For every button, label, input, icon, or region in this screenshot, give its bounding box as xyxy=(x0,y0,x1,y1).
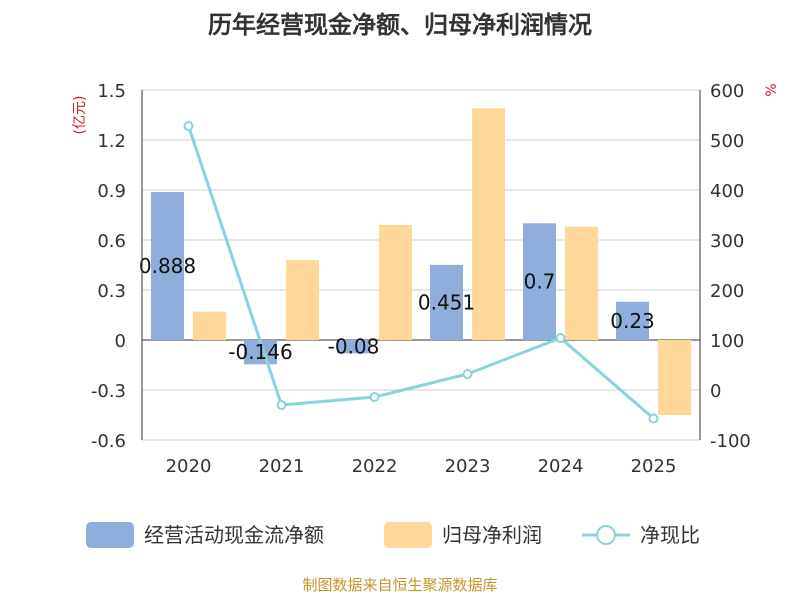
bar-value-label: 0.888 xyxy=(139,254,196,278)
left-tick-label: 0.6 xyxy=(97,231,126,252)
x-axis-ticks: 2020 2021 2022 2023 2024 2025 xyxy=(166,456,677,477)
left-tick-label: 0.3 xyxy=(97,281,126,302)
bar-profit[interactable] xyxy=(379,225,412,340)
left-tick-label: 1.5 xyxy=(97,81,126,102)
right-tick-label: 200 xyxy=(710,281,744,302)
bar-cashflow[interactable] xyxy=(151,192,184,340)
bar-value-label: 0.23 xyxy=(610,309,655,333)
right-tick-label: 500 xyxy=(710,131,744,152)
bar-profit[interactable] xyxy=(286,260,319,340)
left-axis-ticks: 1.5 1.2 0.9 0.6 0.3 0 -0.3 -0.6 xyxy=(91,81,126,452)
source-note: 制图数据来自恒生聚源数据库 xyxy=(302,576,497,594)
x-tick-label: 2024 xyxy=(538,456,584,477)
legend-item-profit[interactable]: 归母净利润 xyxy=(384,522,542,548)
x-tick-label: 2020 xyxy=(166,456,212,477)
left-tick-label: 0 xyxy=(115,331,126,352)
bar-value-label: 0.7 xyxy=(524,270,556,294)
bar-cashflow[interactable] xyxy=(430,264,463,340)
ratio-point[interactable] xyxy=(555,333,566,343)
right-tick-label: 100 xyxy=(710,331,744,352)
legend-label-profit: 归母净利润 xyxy=(442,523,542,547)
bar-value-label: -0.146 xyxy=(228,340,292,364)
right-axis-ticks: 600 500 400 300 200 100 0 -100 xyxy=(710,81,751,452)
bar-profit[interactable] xyxy=(472,108,505,340)
legend-marker-ratio xyxy=(596,525,616,545)
x-tick-label: 2023 xyxy=(445,456,491,477)
bar-cashflow[interactable] xyxy=(337,340,370,354)
bars-group xyxy=(151,108,691,415)
right-axis-unit: % xyxy=(764,83,780,96)
left-axis-unit: (亿元) xyxy=(72,96,88,135)
bar-value-label: 0.451 xyxy=(418,290,475,314)
x-tick-label: 2022 xyxy=(352,456,398,477)
x-tick-label: 2021 xyxy=(259,456,305,477)
legend-label-ratio: 净现比 xyxy=(640,523,700,547)
chart-title: 历年经营现金净额、归母净利润情况 xyxy=(208,11,592,39)
bar-profit[interactable] xyxy=(565,226,598,340)
grid-lines xyxy=(142,89,700,441)
legend: 经营活动现金流净额 归母净利润 净现比 xyxy=(86,522,700,548)
bar-data-labels: 0.888 -0.146 -0.08 0.451 0.7 0.23 xyxy=(139,254,655,364)
legend-swatch-profit xyxy=(384,522,432,548)
legend-label-cashflow: 经营活动现金流净额 xyxy=(144,523,324,547)
bar-profit[interactable] xyxy=(658,340,691,415)
legend-item-cashflow[interactable]: 经营活动现金流净额 xyxy=(86,522,324,548)
ratio-point[interactable] xyxy=(369,392,380,402)
legend-item-ratio[interactable]: 净现比 xyxy=(582,523,700,547)
ratio-line-group xyxy=(183,121,659,424)
bar-value-label: -0.08 xyxy=(328,335,380,359)
right-tick-label: 0 xyxy=(710,381,721,402)
ratio-line xyxy=(187,125,655,420)
ratio-point[interactable] xyxy=(648,413,659,424)
bar-cashflow[interactable] xyxy=(523,223,556,340)
bar-cashflow[interactable] xyxy=(616,301,649,340)
right-tick-label: 400 xyxy=(710,181,744,202)
legend-swatch-cashflow xyxy=(86,522,134,548)
x-tick-label: 2025 xyxy=(631,456,677,477)
right-tick-label: -100 xyxy=(710,431,751,452)
left-tick-label: -0.6 xyxy=(91,431,126,452)
left-tick-label: 0.9 xyxy=(97,181,126,202)
left-tick-label: -0.3 xyxy=(91,381,126,402)
ratio-point[interactable] xyxy=(276,400,287,410)
right-tick-label: 300 xyxy=(710,231,744,252)
left-tick-label: 1.2 xyxy=(97,131,126,152)
ratio-point[interactable] xyxy=(462,369,473,379)
right-tick-label: 600 xyxy=(710,81,744,102)
ratio-point[interactable] xyxy=(183,121,194,131)
bar-profit[interactable] xyxy=(193,311,226,340)
